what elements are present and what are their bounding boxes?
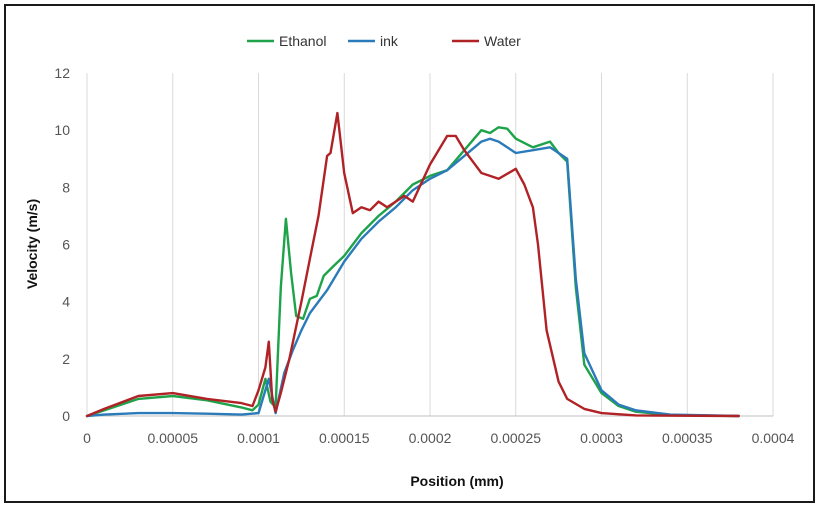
chart-frame xyxy=(4,4,815,503)
data-series xyxy=(85,111,740,418)
x-tick-label: 0.00025 xyxy=(490,430,541,446)
legend-label-ink: ink xyxy=(380,33,399,49)
x-tick-label: 0.00005 xyxy=(147,430,198,446)
y-tick-label: 2 xyxy=(62,351,70,367)
y-tick-label: 10 xyxy=(54,122,70,138)
series-line-ink xyxy=(85,137,740,418)
y-axis-title: Velocity (m/s) xyxy=(24,199,40,289)
x-tick-label: 0.00035 xyxy=(662,430,713,446)
grid-lines xyxy=(172,73,774,416)
x-tick-label: 0.00015 xyxy=(319,430,370,446)
y-tick-label: 6 xyxy=(62,237,70,253)
y-tick-label: 4 xyxy=(62,294,70,310)
x-tick-label: 0.0001 xyxy=(237,430,280,446)
x-tick-label: 0 xyxy=(83,430,91,446)
tick-labels: 0 0.00005 0.0001 0.00015 0.0002 0.00025 0.0003… xyxy=(54,65,794,446)
y-tick-label: 8 xyxy=(62,179,70,195)
x-tick-label: 0.0003 xyxy=(580,430,623,446)
series-line-water xyxy=(85,111,740,418)
series-line-ethanol xyxy=(85,126,740,418)
legend-label-water: Water xyxy=(484,33,521,49)
legend-label-ethanol: Ethanol xyxy=(279,33,326,49)
x-axis-title: Position (mm) xyxy=(410,473,503,489)
y-tick-label: 12 xyxy=(54,65,70,81)
x-tick-label: 0.0004 xyxy=(752,430,795,446)
legend: Ethanol ink Water xyxy=(247,33,521,49)
y-tick-label: 0 xyxy=(62,408,70,424)
x-tick-label: 0.0002 xyxy=(409,430,452,446)
